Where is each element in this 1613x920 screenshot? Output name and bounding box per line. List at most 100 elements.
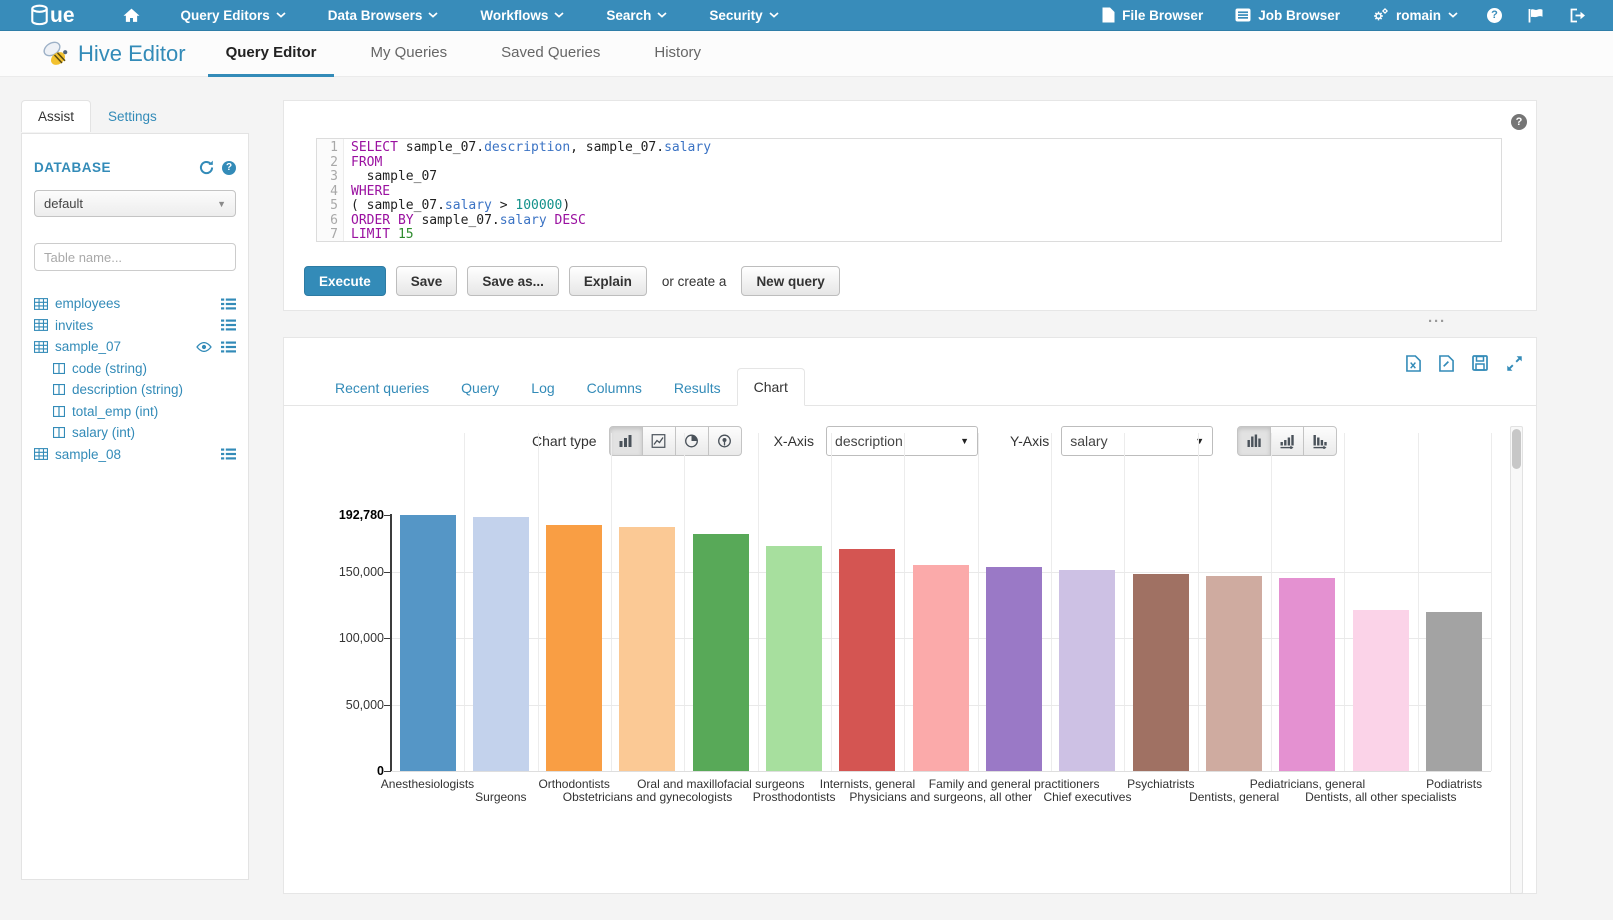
new-query-button[interactable]: New query [741, 266, 840, 296]
tab-my-queries[interactable]: My Queries [352, 31, 465, 77]
result-tab-results[interactable]: Results [658, 370, 737, 406]
bar-podiatrists[interactable] [1426, 611, 1483, 771]
save-as-button[interactable]: Save as... [467, 266, 559, 296]
bar-dentists-general[interactable] [1206, 575, 1263, 771]
editor-help-icon[interactable]: ? [1511, 114, 1527, 130]
column-row-total-emp[interactable]: total_emp (int) [34, 401, 236, 423]
bar-physicians-and-surgeons-all-other[interactable] [912, 564, 969, 771]
database-help-icon[interactable]: ? [222, 160, 236, 175]
sort-desc-button[interactable] [1303, 426, 1338, 456]
save-icon[interactable] [1472, 355, 1488, 372]
table-filter-input[interactable] [34, 243, 236, 271]
y-axis-value: salary [1070, 433, 1108, 449]
vertical-scrollbar[interactable] [1510, 426, 1523, 894]
bar-chief-executives[interactable] [1059, 569, 1116, 771]
topnav-job-browser[interactable]: Job Browser [1219, 0, 1356, 31]
bar-psychiatrists[interactable] [1132, 574, 1189, 771]
topnav-romain[interactable]: romain [1356, 0, 1474, 31]
table-row-invites[interactable]: invites [34, 315, 236, 337]
explain-button[interactable]: Explain [568, 266, 647, 296]
chart-type-map-button[interactable] [707, 426, 742, 456]
bar-oral-and-maxillofacial-surgeons[interactable] [692, 534, 749, 771]
table-row-sample-07[interactable]: sample_07 [34, 336, 236, 358]
y-axis-tick [384, 571, 391, 573]
result-tab-recent-queries[interactable]: Recent queries [319, 370, 445, 406]
topnav-flag-button[interactable] [1515, 0, 1557, 31]
sidebar-tab-settings[interactable]: Settings [91, 100, 174, 132]
home-button[interactable] [117, 8, 146, 23]
table-row-employees[interactable]: employees [34, 293, 236, 315]
result-tab-chart[interactable]: Chart [736, 368, 805, 406]
scrollbar-thumb[interactable] [1512, 429, 1521, 469]
database-header: DATABASE ? [34, 160, 236, 175]
topnav-item-workflows[interactable]: Workflows [459, 0, 585, 31]
sort-none-button[interactable] [1237, 426, 1272, 456]
topnav-item-query-editors[interactable]: Query Editors [160, 0, 307, 31]
tab-history[interactable]: History [636, 31, 719, 77]
expand-icon[interactable] [1506, 355, 1523, 372]
eye-icon[interactable] [196, 341, 212, 352]
list-icon[interactable] [221, 319, 236, 331]
hue-logo[interactable]: ue [30, 4, 75, 26]
execute-button[interactable]: Execute [304, 266, 386, 296]
chart-type-line-button[interactable] [641, 426, 676, 456]
result-tab-log[interactable]: Log [515, 370, 570, 406]
topnav-file-browser[interactable]: File Browser [1086, 0, 1219, 31]
topnav-item-data-browsers[interactable]: Data Browsers [307, 0, 460, 31]
bar-internists-general[interactable] [839, 548, 896, 771]
list-icon[interactable] [221, 298, 236, 310]
column-row-description[interactable]: description (string) [34, 379, 236, 401]
topnav-item-search[interactable]: Search [585, 0, 688, 31]
x-gridline [1417, 433, 1419, 771]
x-gridline [904, 433, 906, 771]
sort-asc-button[interactable] [1270, 426, 1305, 456]
gears-icon [1372, 7, 1389, 23]
hive-editor-title[interactable]: Hive Editor [42, 39, 186, 69]
bar-anesthesiologists[interactable] [399, 515, 456, 771]
table-icon [34, 340, 48, 353]
topnav-help-button[interactable]: ? [1474, 0, 1515, 31]
column-row-code[interactable]: code (string) [34, 358, 236, 380]
list-icon[interactable] [221, 448, 236, 460]
sidebar-tab-assist[interactable]: Assist [21, 100, 92, 132]
sort-desc-icon [1312, 434, 1328, 449]
bar-orthodontists[interactable] [546, 524, 603, 771]
topnav-menu: Query Editors Data Browsers Workflows Searc… [160, 0, 800, 31]
table-name: sample_07 [55, 339, 122, 355]
topnav-item-label: romain [1395, 7, 1441, 23]
save-button[interactable]: Save [395, 266, 458, 296]
download-excel-icon[interactable] [1406, 355, 1421, 372]
y-axis-select[interactable]: salary ▼ [1061, 426, 1214, 456]
code-line: ORDER BY sample_07.salary DESC [351, 213, 1501, 229]
x-gridline [977, 433, 979, 771]
topnav-item-label: Data Browsers [327, 7, 423, 23]
bar-surgeons[interactable] [472, 516, 529, 771]
sql-code[interactable]: SELECT sample_07.description, sample_07.… [344, 139, 1501, 241]
chart-type-bar-button[interactable] [608, 426, 643, 456]
topnav-logout-button[interactable] [1557, 0, 1599, 31]
download-file-icon[interactable] [1439, 355, 1454, 372]
bar-family-and-general-practitioners[interactable] [986, 566, 1043, 771]
database-select[interactable]: default ▼ [34, 190, 236, 217]
table-name: invites [55, 317, 94, 333]
bar-pediatricians-general[interactable] [1279, 578, 1336, 771]
x-axis-select[interactable]: description ▼ [826, 426, 979, 456]
bar-obstetricians-and-gynecologists[interactable] [619, 527, 676, 771]
list-icon[interactable] [221, 341, 236, 353]
refresh-icon[interactable] [199, 160, 214, 175]
table-row-sample-08[interactable]: sample_08 [34, 444, 236, 466]
chart-type-pie-button[interactable] [674, 426, 709, 456]
topnav-item-security[interactable]: Security [688, 0, 799, 31]
result-tab-query[interactable]: Query [445, 370, 515, 406]
tab-saved-queries[interactable]: Saved Queries [483, 31, 618, 77]
column-row-salary[interactable]: salary (int) [34, 422, 236, 444]
bar-dentists-all-other-specialists[interactable] [1352, 610, 1409, 771]
panel-resize-grip[interactable]: ··· [1428, 313, 1446, 330]
bar-prosthodontists[interactable] [766, 545, 823, 771]
result-tab-columns[interactable]: Columns [571, 370, 658, 406]
tab-query-editor[interactable]: Query Editor [207, 31, 335, 77]
table-icon [34, 297, 48, 310]
